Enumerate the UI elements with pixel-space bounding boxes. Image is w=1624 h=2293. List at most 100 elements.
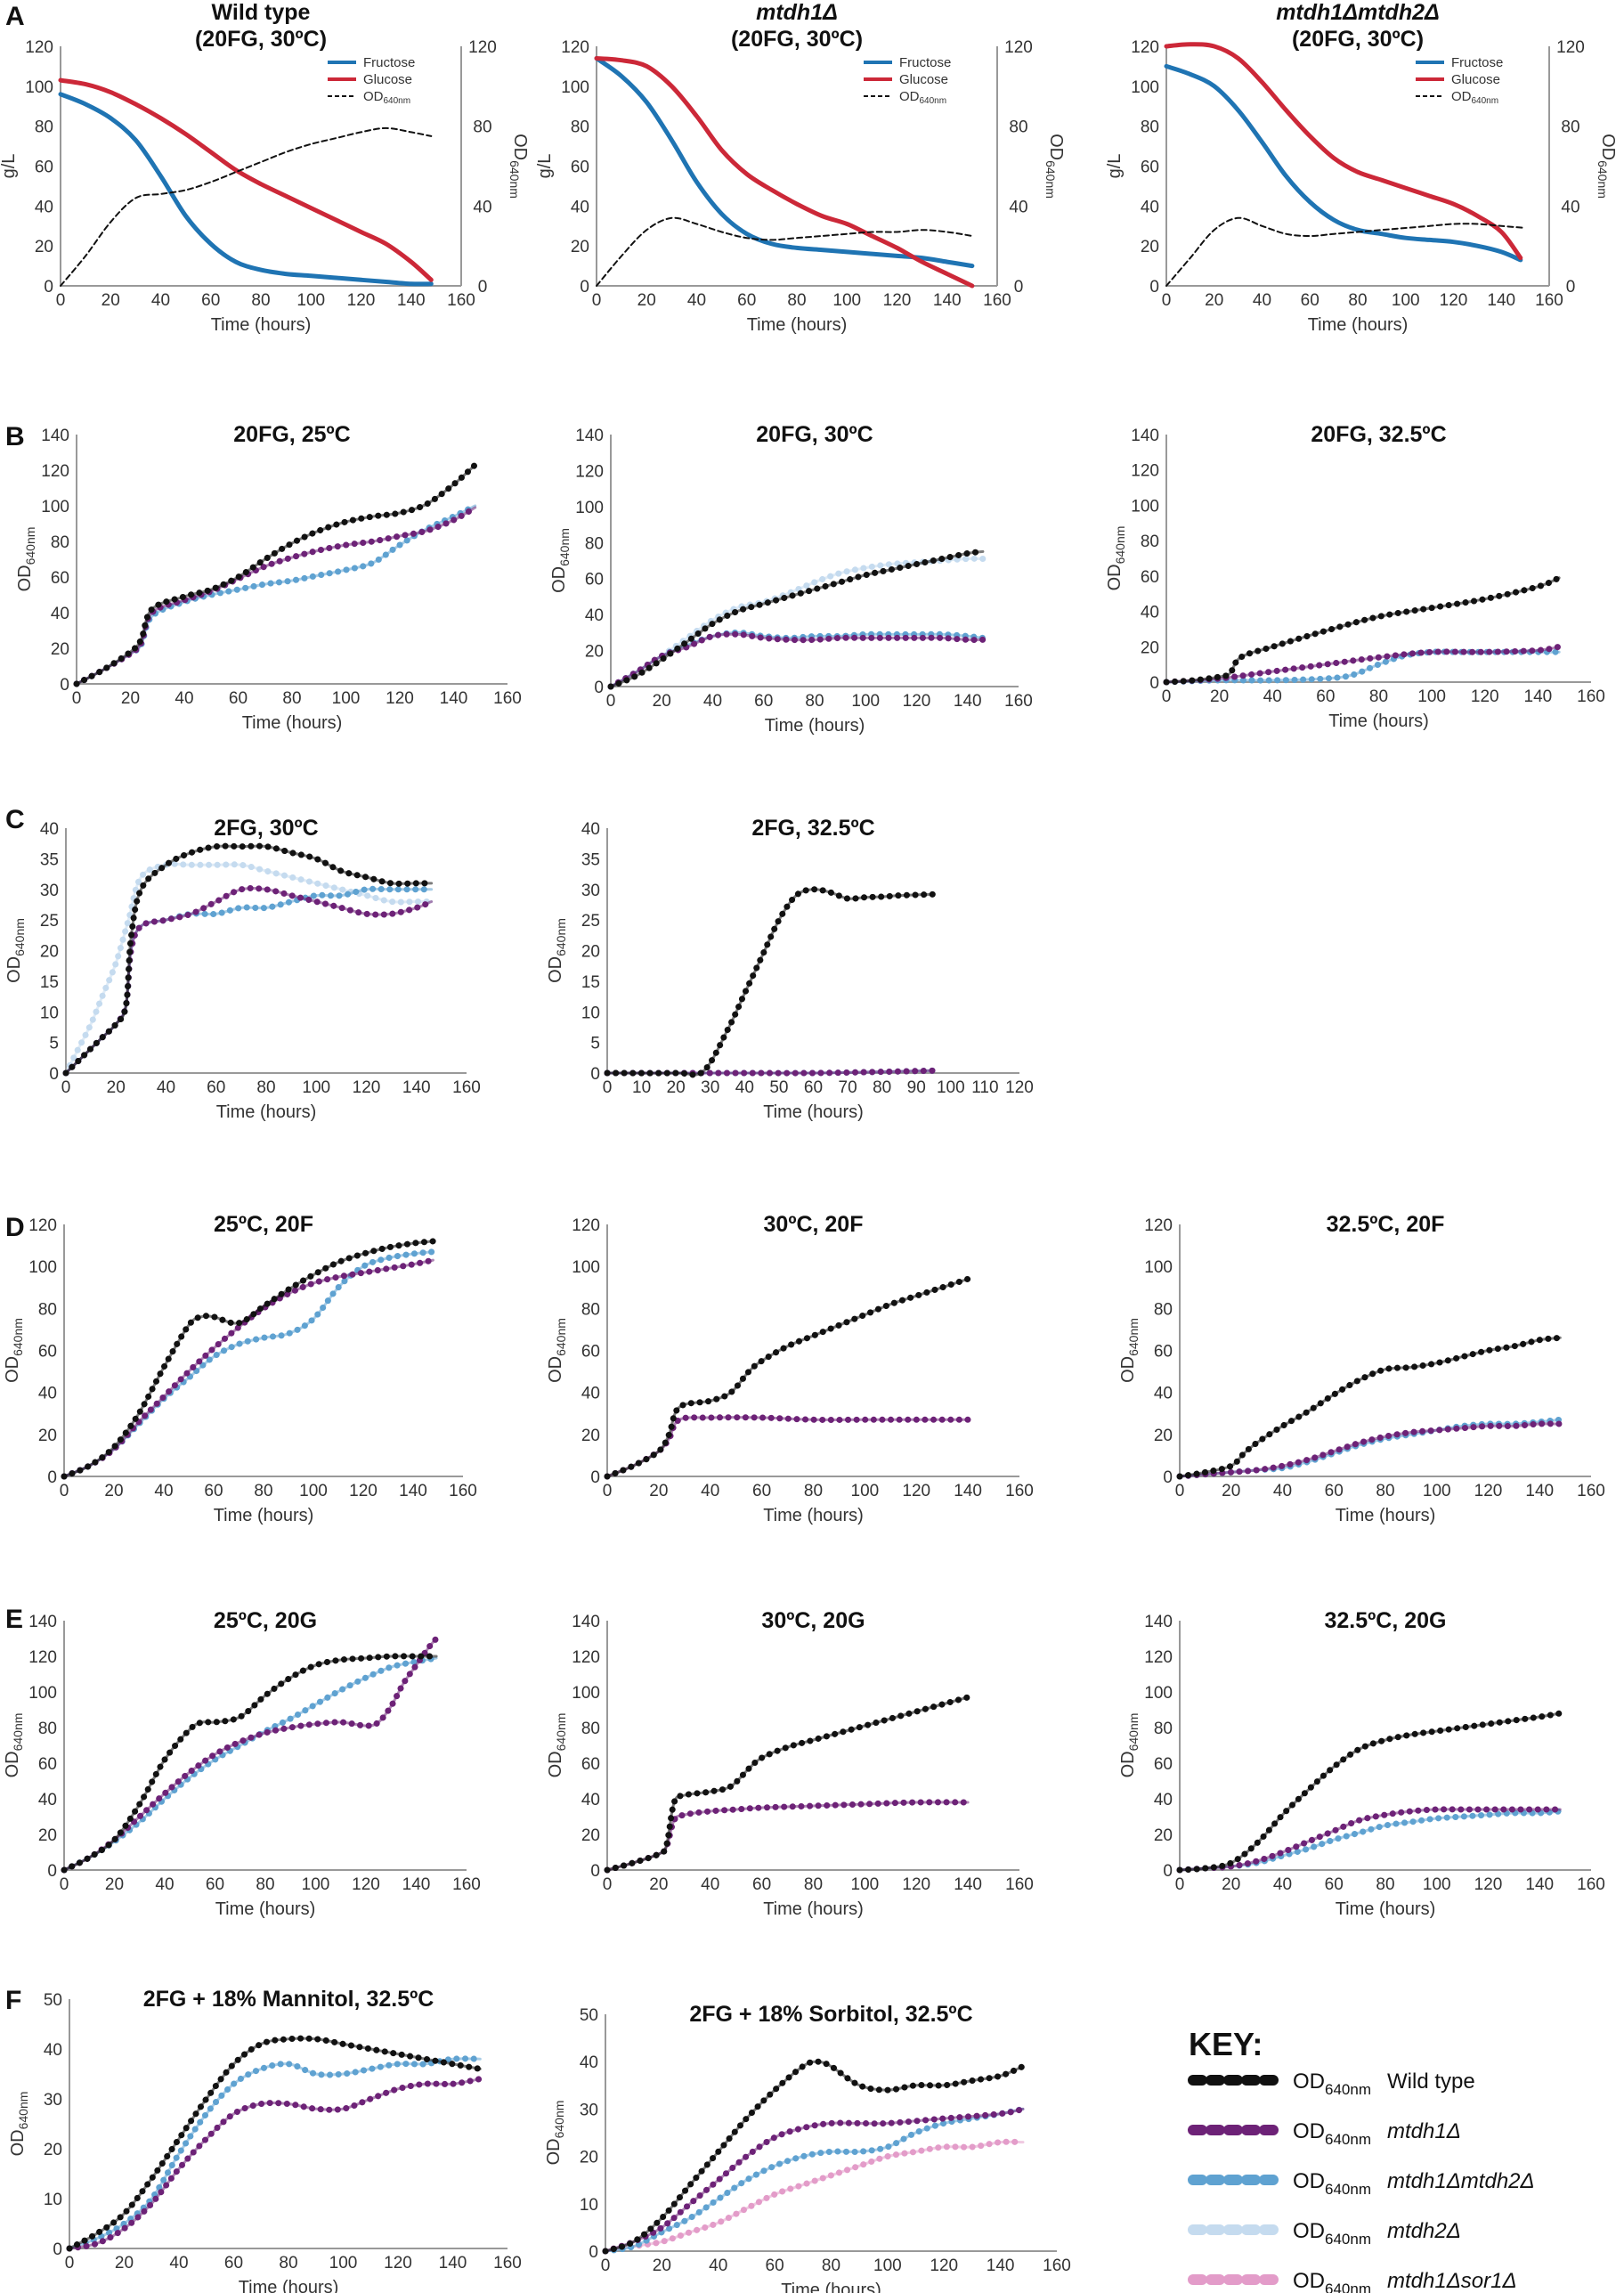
y-tick-label: 30: [580, 2101, 598, 2119]
y-tick-label: 120: [25, 38, 53, 57]
y-tick-label: 0: [589, 2243, 598, 2262]
x-tick-label: 0: [60, 1875, 69, 1894]
x-tick-label: 100: [1423, 1875, 1451, 1894]
y-tick-label: 20: [571, 238, 589, 256]
x-axis-label: Time (hours): [1308, 315, 1409, 335]
x-tick-label: 120: [352, 1875, 380, 1894]
y-tick-label: 20: [1154, 1826, 1173, 1845]
x-axis-label: Time (hours): [214, 1506, 314, 1525]
x-tick-label: 40: [175, 689, 193, 708]
y-tick-label: 40: [44, 2041, 62, 2060]
y2-axis-label: OD640nm: [1596, 134, 1618, 199]
y-tick-label: 100: [1144, 1258, 1173, 1277]
y-tick-label: 100: [1144, 1684, 1173, 1703]
x-tick-label: 40: [687, 291, 706, 310]
chart-b3: 0 20 40 60 80 100 120 140 160 0 20 40 60 80 100 120 140 T…: [1105, 422, 1605, 731]
y-axis-label: OD640nm: [4, 918, 27, 983]
chart-d3: 0 20 40 60 80 100 120 140 160 0 20 40 60 80 100 120 Time…: [1118, 1212, 1605, 1525]
y-tick-label: 40: [35, 198, 53, 216]
y-tick-label: 120: [575, 462, 604, 481]
y-tick-label: 80: [1154, 1720, 1173, 1738]
x-tick-label: 0: [61, 1078, 71, 1097]
y-tick-label: 35: [40, 850, 59, 869]
chart-title: 20FG, 30ºC: [756, 422, 873, 447]
y-axis-label-subscript: 640nm: [16, 2092, 30, 2130]
chart-title: 2FG, 32.5ºC: [751, 816, 874, 841]
y-tick-label: 60: [585, 571, 604, 590]
key-od-subscript: 640nm: [1325, 2181, 1371, 2198]
x-tick-label: 60: [766, 2256, 784, 2275]
chart-e3: 0 20 40 60 80 100 120 140 160 0 20 40 60 80 100 120 140 T…: [1118, 1608, 1605, 1919]
x-tick-label: 40: [1253, 291, 1271, 310]
x-tick-label: 120: [903, 692, 931, 711]
series-mtdh1-line: [62, 884, 435, 1077]
series-mtdh2-line: [607, 555, 987, 690]
x-axis-label: Time (hours): [763, 1102, 864, 1122]
y-tick-label: 60: [35, 159, 53, 177]
key-label-sor1: mtdh1Δsor1Δ: [1387, 2269, 1517, 2293]
x-tick-label: 100: [332, 689, 361, 708]
chart-f1: 0 20 40 60 80 100 120 140 160 0 10 20 30 40 50 Time (ho…: [8, 1987, 522, 2293]
y-tick-label: 120: [572, 1648, 600, 1667]
chart-title: 32.5ºC, 20F: [1327, 1212, 1445, 1237]
x-tick-label: 20: [649, 1482, 668, 1500]
x-tick-label: 140: [402, 1078, 431, 1097]
series-glucose-line: [1164, 42, 1523, 261]
y-tick-label: 100: [28, 1684, 57, 1703]
x-tick-label: 120: [1440, 291, 1468, 310]
y-tick-label: 140: [28, 1613, 57, 1631]
y-tick-label: 20: [1154, 1427, 1173, 1445]
y-tick-label: 80: [1141, 533, 1159, 551]
x-tick-label: 40: [155, 1875, 174, 1894]
y2-axis-label: OD640nm: [508, 134, 530, 199]
series-dbl-line-base: [1178, 1418, 1562, 1478]
series-mtdh1-line: [604, 1799, 971, 1874]
x-tick-label: 160: [1577, 1875, 1605, 1894]
x-tick-label: 40: [701, 1482, 719, 1500]
chart-a3: 0 20 40 60 80 100 120 140 1600204060801001200408…: [1105, 0, 1618, 335]
y-tick-label: 50: [580, 2006, 598, 2025]
x-tick-label: 20: [121, 689, 140, 708]
y-tick-label: 80: [38, 1720, 57, 1738]
x-tick-label: 40: [709, 2256, 727, 2275]
y-tick-label: 40: [581, 1791, 600, 1809]
y-tick-label: 80: [38, 1300, 57, 1319]
x-tick-label: 80: [251, 291, 270, 310]
x-tick-label: 80: [1376, 1875, 1394, 1894]
legend-label-od: OD640nm: [899, 89, 946, 106]
x-tick-label: 0: [65, 2254, 75, 2273]
chart-title: 20FG, 32.5ºC: [1311, 422, 1446, 447]
series-wt-line: [61, 1238, 436, 1480]
y-tick-label: 100: [41, 498, 69, 516]
legend-label-subscript: 640nm: [384, 96, 411, 106]
y-tick-label: 20: [581, 1826, 600, 1845]
y-axis-label-subscript: 640nm: [552, 2101, 566, 2139]
y-tick-label: 100: [572, 1258, 600, 1277]
series-wt-line-base: [1178, 1336, 1562, 1478]
chart-c1: 0 20 40 60 80 100 120 140 160 0 5 10 15 20 25 30 35 40 Tim…: [4, 816, 481, 1122]
y-tick-label: 0: [44, 278, 53, 297]
x-tick-label: 40: [703, 692, 722, 711]
series-mtdh2-line: [62, 860, 435, 1077]
y-tick-label: 0: [1149, 674, 1159, 693]
x-tick-label: 120: [1471, 687, 1499, 706]
series-wt-line: [61, 1653, 440, 1874]
y-tick-label: 0: [60, 676, 69, 695]
x-tick-label: 100: [1392, 291, 1420, 310]
x-tick-label: 80: [1369, 687, 1388, 706]
x-tick-label: 40: [1273, 1875, 1292, 1894]
y-tick-label: 40: [581, 820, 600, 839]
x-tick-label: 80: [254, 1482, 272, 1500]
y-axis-label-subscript: 640nm: [23, 527, 37, 565]
series-wt-line: [604, 1694, 971, 1874]
x-tick-label: 120: [347, 291, 376, 310]
chart-title: 2FG, 30ºC: [214, 816, 319, 841]
series-dbl-line: [1176, 1808, 1563, 1874]
x-tick-label: 120: [384, 2254, 412, 2273]
x-tick-label: 40: [169, 2254, 188, 2273]
x-tick-label: 60: [1301, 291, 1320, 310]
y-tick-label: 40: [1154, 1791, 1173, 1809]
y-tick-label: 80: [1141, 118, 1159, 137]
y-tick-label: 30: [40, 882, 59, 900]
y-tick-label: 20: [51, 640, 69, 659]
